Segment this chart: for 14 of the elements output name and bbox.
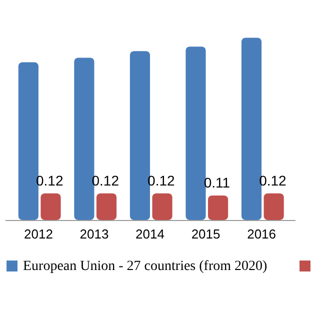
bar xyxy=(264,193,284,220)
x-tick-label: 2013 xyxy=(80,226,109,242)
bar xyxy=(40,193,61,220)
x-tick-label: 2014 xyxy=(136,226,164,242)
bar xyxy=(152,193,172,220)
bar xyxy=(130,51,150,220)
legend-label: European Union - 27 countries (from 2020) xyxy=(23,259,268,274)
x-tick-label: 2012 xyxy=(24,226,53,242)
x-tick-label: 2016 xyxy=(247,226,276,242)
x-tick-label: 2015 xyxy=(191,226,220,242)
bar xyxy=(186,46,206,220)
bar xyxy=(18,62,38,220)
bar xyxy=(96,193,117,220)
bar xyxy=(208,196,228,220)
